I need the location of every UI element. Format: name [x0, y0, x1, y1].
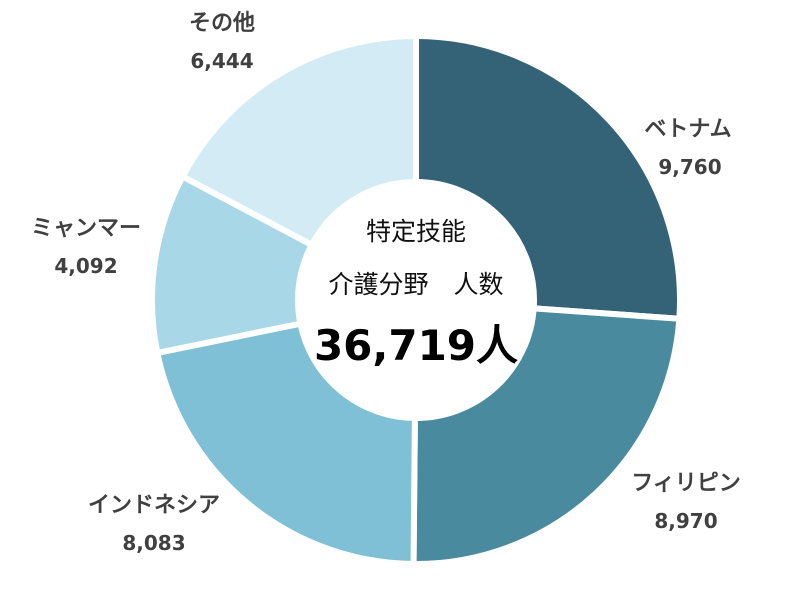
label-vietnam: ベトナム [644, 117, 731, 142]
value-myanmar: 4,092 [54, 254, 117, 278]
label-other: その他 [189, 11, 255, 36]
donut-hole [298, 182, 534, 418]
center-total-value: 36,719人 [314, 321, 518, 370]
center-title-line1: 特定技能 [366, 217, 466, 246]
center-title-line2: 介護分野 人数 [328, 270, 503, 299]
label-myanmar: ミャンマー [31, 216, 141, 241]
donut-slices [149, 32, 683, 568]
label-philippines: フィリピン [631, 471, 741, 496]
value-vietnam: 9,760 [658, 155, 721, 179]
value-other: 6,444 [190, 49, 253, 73]
value-indonesia: 8,083 [122, 531, 185, 555]
label-indonesia: インドネシア [88, 493, 220, 518]
value-philippines: 8,970 [654, 509, 717, 533]
